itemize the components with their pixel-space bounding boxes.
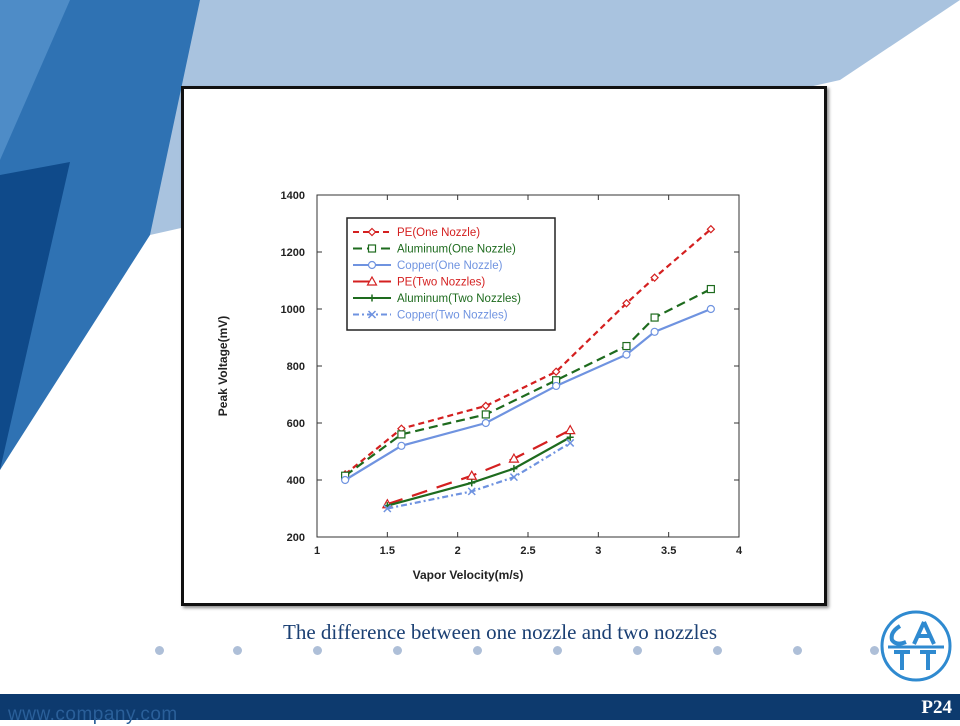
legend-marker: [367, 244, 377, 253]
legend-marker: [367, 260, 377, 270]
data-point: [467, 487, 476, 496]
data-point: [622, 298, 631, 308]
legend-label: Copper(Two Nozzles): [397, 310, 508, 322]
x-tick-label: 1.5: [380, 545, 395, 557]
legend-marker: [367, 310, 377, 319]
footer-url: www.company.com: [8, 704, 178, 725]
x-axis-label: Vapor Velocity(m/s): [413, 568, 524, 582]
legend-label: PE(Two Nozzles): [397, 277, 485, 289]
data-point: [508, 452, 520, 463]
data-point: [564, 424, 576, 435]
series-line: [386, 429, 571, 506]
series-line: [387, 442, 571, 510]
data-point: [706, 224, 716, 234]
dark-blue-band: [0, 162, 70, 470]
legend-label: PE(One Nozzle): [397, 227, 480, 239]
y-tick-label: 1200: [281, 247, 305, 259]
divider-dot: [155, 646, 164, 655]
data-point: [481, 401, 491, 411]
data-point: [510, 465, 518, 473]
data-point: [341, 475, 350, 485]
data-point: [509, 473, 518, 482]
divider-dot: [870, 646, 879, 655]
y-tick-label: 600: [287, 418, 305, 430]
data-point: [397, 430, 406, 439]
data-point: [383, 504, 392, 513]
data-point: [397, 441, 406, 450]
x-tick-label: 1: [314, 545, 320, 557]
legend-marker: [368, 294, 376, 302]
divider-dot: [713, 646, 722, 655]
divider-dot: [473, 646, 482, 655]
divider-dot: [553, 646, 562, 655]
footer-bar: [0, 694, 960, 720]
data-point: [481, 418, 490, 428]
legend-label: Aluminum(Two Nozzles): [397, 293, 521, 305]
mid-blue-band: [0, 0, 200, 470]
y-tick-label: 1000: [281, 304, 305, 316]
data-point: [706, 284, 715, 294]
divider-dot: [633, 646, 642, 655]
data-point: [650, 327, 659, 336]
data-point: [552, 381, 561, 391]
x-tick-label: 3: [595, 545, 601, 557]
data-point: [566, 438, 575, 447]
data-point: [551, 367, 561, 377]
x-tick-label: 3.5: [661, 545, 676, 557]
pale-blue-wedge: [0, 0, 70, 160]
y-axis-label: Peak Voltage(mV): [216, 316, 230, 416]
legend-label: Copper(One Nozzle): [397, 260, 503, 272]
x-tick-label: 2: [455, 545, 461, 557]
y-tick-label: 1400: [281, 190, 305, 202]
legend-box: [346, 217, 556, 331]
legend-label: Aluminum(One Nozzle): [397, 244, 516, 256]
y-tick-label: 200: [287, 532, 305, 544]
slide-caption: The difference between one nozzle and tw…: [283, 620, 717, 644]
page-number: P24: [921, 697, 952, 718]
divider-dot: [233, 646, 242, 655]
divider-dot: [313, 646, 322, 655]
x-tick-label: 2.5: [520, 545, 535, 557]
y-tick-label: 800: [287, 361, 305, 373]
data-point: [706, 304, 715, 314]
chart: 1 1.5 2 2.5 3 3.5 4 200 400 600 800 1000 1200 1400 Vap…: [216, 190, 743, 582]
lab-logo-icon: [880, 610, 952, 682]
y-tick-label: 400: [287, 475, 305, 487]
data-point: [650, 273, 659, 282]
divider-dot: [793, 646, 802, 655]
dot-divider: [0, 640, 960, 660]
data-point: [468, 479, 476, 487]
data-point: [566, 433, 574, 441]
chart-frame: 1 1.5 2 2.5 3 3.5 4 200 400 600 800 1000 1200 1400 Vap…: [181, 86, 827, 606]
x-tick-label: 4: [736, 545, 743, 557]
divider-dot: [393, 646, 402, 655]
data-point: [481, 410, 490, 419]
data-point: [650, 313, 659, 322]
data-point: [466, 470, 478, 480]
data-point: [622, 341, 631, 351]
series-line: [387, 436, 571, 507]
data-point: [622, 350, 631, 359]
legend-marker: [366, 275, 378, 286]
legend-marker: [367, 227, 377, 237]
